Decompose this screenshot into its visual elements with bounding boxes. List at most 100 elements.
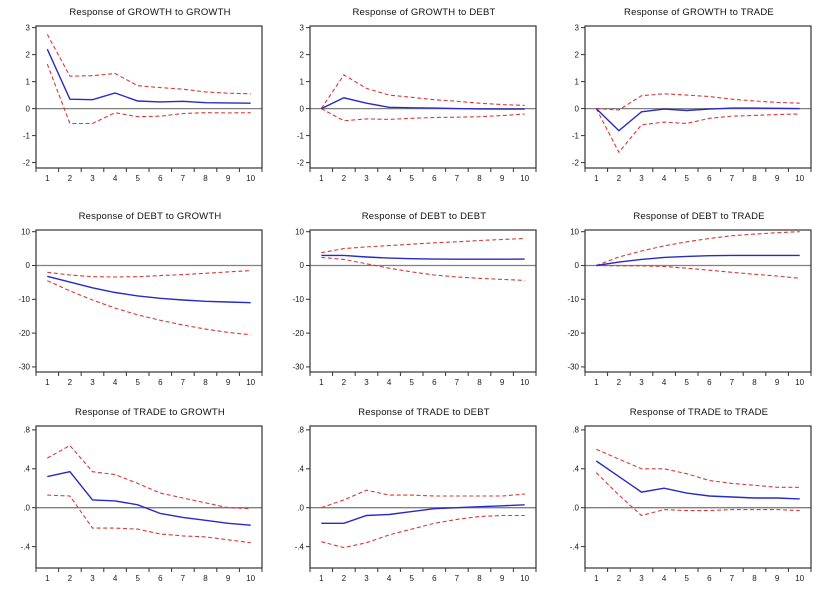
svg-text:-2: -2: [572, 158, 580, 167]
confidence-band-line: [321, 489, 525, 509]
svg-text:-30: -30: [18, 363, 30, 372]
irf-panel-growth-to-debt: Response of GROWTH to DEBT 3 2 1 0 -1 -2 1 2 3 4 5…: [274, 0, 548, 196]
irf-chart: 10 0 -10 -20 -30 1 2 3 4 5 6 7 8 9 10: [567, 227, 812, 387]
chart-canvas: 10 0 -10 -20 -30 1 2 3 4 5 6 7 8 9 10: [282, 227, 540, 393]
svg-text:4: 4: [113, 574, 118, 583]
svg-text:6: 6: [158, 378, 163, 387]
svg-text:9: 9: [226, 174, 231, 183]
plot-frame: [309, 25, 537, 169]
svg-text:4: 4: [662, 174, 667, 183]
svg-text:7: 7: [181, 378, 186, 387]
svg-text:1: 1: [319, 378, 324, 387]
svg-text:4: 4: [662, 378, 667, 387]
panel-title: Response of GROWTH to TRADE: [624, 7, 774, 18]
chart-canvas: 3 2 1 0 -1 -2 1 2 3 4 5 6 7 8 9 10: [282, 23, 540, 189]
svg-text:10: 10: [246, 174, 255, 183]
svg-text:.8: .8: [297, 426, 304, 435]
svg-text:5: 5: [409, 378, 414, 387]
svg-text:8: 8: [752, 378, 757, 387]
svg-text:9: 9: [500, 174, 505, 183]
svg-text:3: 3: [575, 23, 580, 32]
panel-title: Response of DEBT to TRADE: [633, 211, 765, 222]
svg-text:9: 9: [500, 378, 505, 387]
svg-text:6: 6: [158, 174, 163, 183]
svg-text:1: 1: [575, 77, 580, 86]
svg-text:2: 2: [68, 174, 73, 183]
svg-text:-.4: -.4: [21, 542, 31, 551]
svg-text:3: 3: [639, 378, 644, 387]
svg-text:0: 0: [300, 261, 305, 270]
svg-text:3: 3: [639, 574, 644, 583]
svg-text:0: 0: [26, 104, 31, 113]
svg-text:3: 3: [90, 174, 95, 183]
plot-frame: [584, 25, 812, 169]
svg-text:2: 2: [617, 574, 622, 583]
svg-text:-20: -20: [18, 329, 30, 338]
irf-panel-growth-to-growth: Response of GROWTH to GROWTH 3 2 1 0 -1 -2 1 2 3…: [0, 0, 274, 196]
svg-text:9: 9: [775, 574, 780, 583]
svg-text:6: 6: [707, 174, 712, 183]
response-line: [321, 504, 525, 525]
svg-text:7: 7: [730, 378, 735, 387]
svg-text:0: 0: [300, 104, 305, 113]
svg-text:0: 0: [575, 261, 580, 270]
irf-chart: 10 0 -10 -20 -30 1 2 3 4 5 6 7 8 9 10: [292, 227, 537, 387]
svg-text:7: 7: [730, 174, 735, 183]
svg-text:8: 8: [752, 574, 757, 583]
svg-text:2: 2: [68, 378, 73, 387]
svg-text:.8: .8: [572, 426, 579, 435]
irf-panel-trade-to-trade: Response of TRADE to TRADE .8 .4 .0 -.4 1 2 3 4…: [548, 396, 824, 595]
svg-text:-20: -20: [567, 329, 579, 338]
svg-text:4: 4: [387, 174, 392, 183]
panel-title: Response of DEBT to GROWTH: [78, 211, 222, 222]
svg-text:8: 8: [203, 574, 208, 583]
svg-text:5: 5: [684, 574, 689, 583]
svg-text:-.4: -.4: [570, 542, 580, 551]
response-line: [47, 275, 251, 304]
svg-text:4: 4: [113, 174, 118, 183]
svg-text:8: 8: [752, 174, 757, 183]
svg-text:5: 5: [684, 378, 689, 387]
svg-text:1: 1: [26, 77, 31, 86]
panel-title: Response of TRADE to DEBT: [358, 407, 490, 418]
svg-text:-30: -30: [567, 363, 579, 372]
svg-text:6: 6: [432, 174, 437, 183]
svg-text:6: 6: [158, 574, 163, 583]
plot-frame: [309, 425, 537, 569]
svg-text:6: 6: [707, 378, 712, 387]
svg-text:7: 7: [455, 378, 460, 387]
svg-text:1: 1: [594, 174, 599, 183]
svg-text:4: 4: [662, 574, 667, 583]
svg-text:-1: -1: [297, 131, 305, 140]
svg-text:10: 10: [246, 574, 255, 583]
irf-chart: .8 .4 .0 -.4 1 2 3 4 5 6 7 8 9 10: [295, 425, 537, 583]
chart-canvas: 3 2 1 0 -1 -2 1 2 3 4 5 6 7 8 9 10: [557, 23, 815, 189]
svg-text:10: 10: [795, 378, 804, 387]
svg-text:3: 3: [364, 174, 369, 183]
svg-text:2: 2: [575, 50, 580, 59]
svg-text:-10: -10: [567, 295, 579, 304]
confidence-band-line: [320, 74, 525, 109]
svg-text:9: 9: [500, 574, 505, 583]
confidence-band-line: [47, 444, 251, 510]
svg-text:-10: -10: [292, 295, 304, 304]
svg-text:2: 2: [342, 574, 347, 583]
svg-text:9: 9: [226, 378, 231, 387]
svg-text:2: 2: [26, 50, 31, 59]
svg-text:1: 1: [319, 174, 324, 183]
response-line: [596, 254, 800, 267]
svg-text:10: 10: [520, 574, 529, 583]
svg-text:1: 1: [45, 574, 50, 583]
svg-text:-30: -30: [292, 363, 304, 372]
confidence-band-line: [596, 93, 800, 111]
svg-text:1: 1: [45, 174, 50, 183]
svg-text:10: 10: [520, 174, 529, 183]
svg-text:10: 10: [295, 227, 304, 236]
svg-text:8: 8: [477, 174, 482, 183]
plot-frame: [584, 425, 812, 569]
response-line: [320, 97, 525, 110]
chart-canvas: 3 2 1 0 -1 -2 1 2 3 4 5 6 7 8 9 10: [8, 23, 266, 189]
plot-frame: [35, 229, 263, 373]
svg-text:8: 8: [203, 378, 208, 387]
svg-text:-.4: -.4: [295, 542, 305, 551]
